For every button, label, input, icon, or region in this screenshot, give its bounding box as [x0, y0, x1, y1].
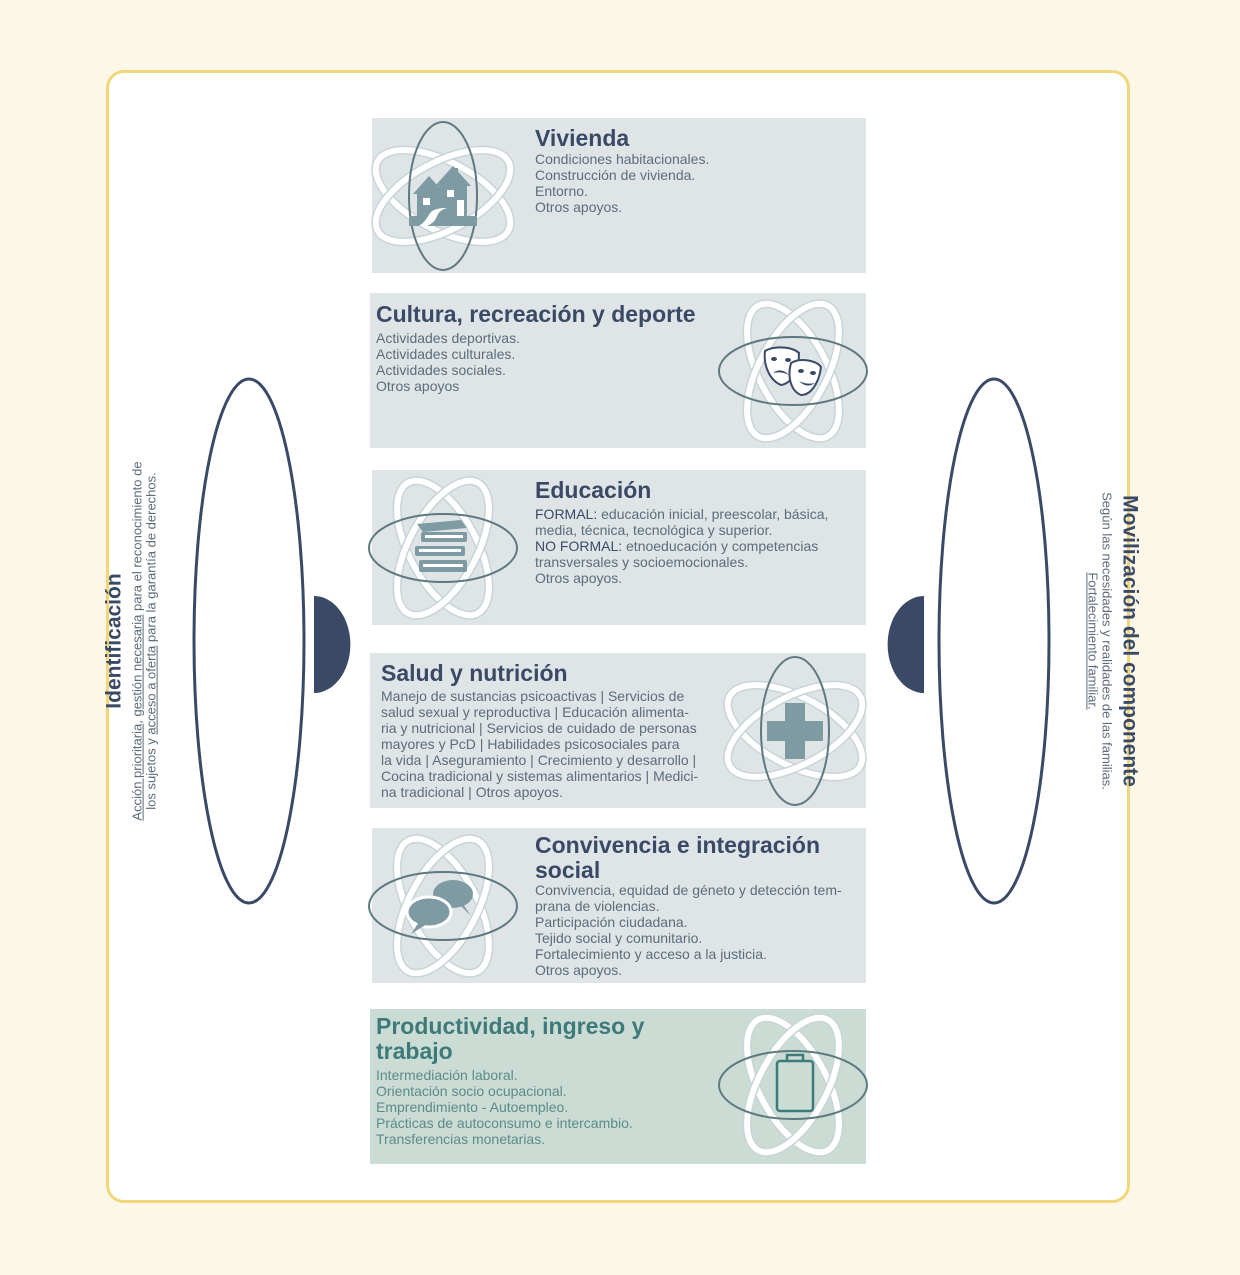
- list-item: ria y nutricional | Servicios de cuidado…: [381, 720, 697, 736]
- list-item: Convivencia, equidad de géneto y detecci…: [535, 882, 842, 898]
- list-item: Condiciones habitacionales.: [535, 151, 710, 167]
- list-item: Intermediación laboral.: [376, 1067, 518, 1083]
- list-item: media, técnica, tecnológica y superior.: [535, 522, 773, 538]
- title-line: Productividad, ingreso y: [376, 1013, 645, 1039]
- clipboard-icon: [713, 1005, 873, 1165]
- panel-body: Manejo de sustancias psicoactivas | Serv…: [381, 688, 698, 800]
- list-item: Actividades culturales.: [376, 346, 516, 362]
- list-item: Orientación socio ocupacional.: [376, 1083, 567, 1099]
- houses-icon: [363, 116, 523, 276]
- panel-title: Convivencia e integración social: [535, 833, 820, 883]
- list-item: Manejo de sustancias psicoactivas | Serv…: [381, 688, 685, 704]
- list-item: Entorno.: [535, 183, 588, 199]
- movilizacion-title: Movilización del componente: [1118, 495, 1142, 787]
- text: los sujetos y: [143, 734, 159, 810]
- panel-body: Actividades deportivas. Actividades cult…: [376, 330, 520, 394]
- list-item: Otros apoyos: [376, 378, 460, 394]
- list-item: Actividades deportivas.: [376, 330, 520, 346]
- panel-convivencia: Convivencia e integración social Convive…: [372, 828, 866, 983]
- list-item: Prácticas de autoconsumo e intercambio.: [376, 1115, 633, 1131]
- panel-title: Productividad, ingreso y trabajo: [376, 1014, 644, 1064]
- panel-title: Cultura, recreación y deporte: [376, 301, 696, 327]
- panel-vivienda: Vivienda Condiciones habitacionales. Con…: [372, 118, 866, 273]
- list-item: Emprendimiento - Autoempleo.: [376, 1099, 569, 1115]
- list-item: Otros apoyos.: [535, 570, 623, 586]
- medical-cross-icon: [715, 651, 875, 811]
- movilizacion-text: Movilización del componente Según las ne…: [1021, 381, 1141, 901]
- link-text: Fortalecimiento familiar.: [1085, 572, 1101, 710]
- panel-body: Condiciones habitacionales. Construcción…: [535, 151, 709, 215]
- list-item: prana de violencias.: [535, 898, 660, 914]
- list-item: Cocina tradicional y sistemas alimentari…: [381, 768, 699, 784]
- panel-title: Salud y nutrición: [381, 660, 568, 686]
- noformal-label: NO FORMAL:: [535, 538, 623, 554]
- books-icon: [363, 468, 523, 628]
- list-item: Transferencias monetarias.: [376, 1131, 546, 1147]
- list-item: Otros apoyos.: [535, 962, 623, 978]
- title-line: social: [535, 857, 601, 883]
- list-item: mayores y PcD | Habilidades psicosociale…: [381, 736, 680, 752]
- list-item: la vida | Aseguramiento | Crecimiento y …: [381, 752, 697, 768]
- list-item: Actividades sociales.: [376, 362, 506, 378]
- panel-title: Educación: [535, 477, 652, 503]
- text: Según las necesidades y realidades de la…: [1099, 492, 1115, 790]
- panel-body: Convivencia, equidad de géneto y detecci…: [535, 882, 842, 978]
- link-text: gestión necesaria: [129, 614, 145, 717]
- identificacion-description: Acción prioritaria, gestión necesaria pa…: [129, 381, 159, 901]
- link-text: acceso a oferta: [143, 645, 159, 735]
- theater-masks-icon: [713, 291, 873, 451]
- list-item: Fortalecimiento y acceso a la justicia.: [535, 946, 767, 962]
- text: ,: [129, 716, 145, 724]
- formal-label: FORMAL:: [535, 506, 598, 522]
- list-item: Tejido social y comunitario.: [535, 930, 703, 946]
- panel-body: Intermediación laboral. Orientación soci…: [376, 1067, 633, 1147]
- identificacion-block: Identificación Acción prioritaria, gesti…: [103, 376, 362, 906]
- list-item: educación inicial, preescolar, básica,: [597, 506, 829, 522]
- list-item: salud sexual y reproductiva | Educación …: [381, 704, 689, 720]
- movilizacion-block: Movilización del componente Según las ne…: [882, 376, 1141, 906]
- list-item: Participación ciudadana.: [535, 914, 688, 930]
- list-item: Otros apoyos.: [535, 199, 623, 215]
- identificacion-title: Identificación: [102, 573, 126, 709]
- title-line: Convivencia e integración: [535, 832, 821, 858]
- list-item: etnoeducación y competencias: [622, 538, 819, 554]
- text: para la garantía de derechos.: [143, 472, 159, 646]
- panel-title: Vivienda: [535, 125, 630, 151]
- title-line: trabajo: [376, 1038, 453, 1064]
- panel-body: FORMAL: educación inicial, preescolar, b…: [535, 506, 828, 586]
- movilizacion-description: Según las necesidades y realidades de la…: [1085, 381, 1115, 901]
- speech-bubbles-icon: [363, 826, 523, 986]
- link-text: Acción prioritaria: [129, 723, 145, 821]
- identificacion-text: Identificación Acción prioritaria, gesti…: [103, 381, 223, 901]
- list-item: na tradicional | Otros apoyos.: [381, 784, 563, 800]
- text: para el reconocimiento de: [129, 461, 145, 615]
- list-item: transversales y socioemocionales.: [535, 554, 749, 570]
- list-item: Construcción de vivienda.: [535, 167, 696, 183]
